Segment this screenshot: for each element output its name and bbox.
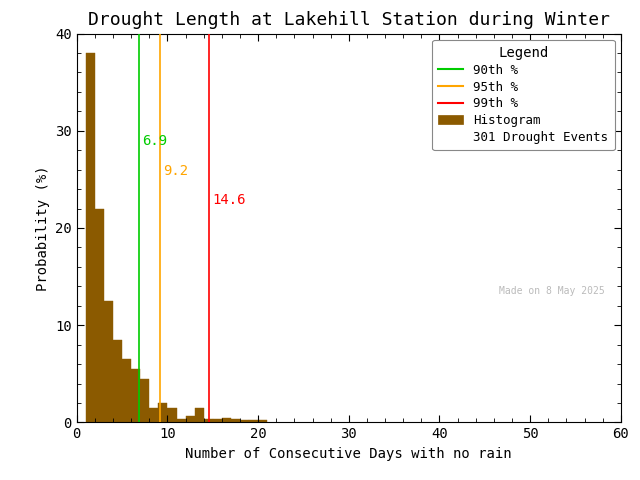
Bar xyxy=(104,301,113,422)
X-axis label: Number of Consecutive Days with no rain: Number of Consecutive Days with no rain xyxy=(186,447,512,461)
Y-axis label: Probability (%): Probability (%) xyxy=(36,165,50,291)
Bar xyxy=(149,408,158,422)
Bar xyxy=(186,416,195,422)
Bar xyxy=(195,408,204,422)
Bar xyxy=(131,369,140,422)
Bar xyxy=(204,420,212,422)
Title: Drought Length at Lakehill Station during Winter: Drought Length at Lakehill Station durin… xyxy=(88,11,610,29)
Bar xyxy=(212,420,222,422)
Legend: 90th %, 95th %, 99th %, Histogram, 301 Drought Events: 90th %, 95th %, 99th %, Histogram, 301 D… xyxy=(432,40,614,150)
Bar xyxy=(222,418,231,422)
Bar xyxy=(231,420,240,422)
Text: 6.9: 6.9 xyxy=(142,134,167,148)
Bar xyxy=(168,408,177,422)
Bar xyxy=(140,379,149,422)
Text: 9.2: 9.2 xyxy=(163,164,188,178)
Bar xyxy=(95,208,104,422)
Bar xyxy=(177,420,186,422)
Text: Made on 8 May 2025: Made on 8 May 2025 xyxy=(499,286,604,296)
Bar xyxy=(240,420,249,422)
Bar xyxy=(158,403,168,422)
Bar xyxy=(249,420,258,422)
Bar xyxy=(258,420,268,422)
Bar xyxy=(122,359,131,422)
Text: 14.6: 14.6 xyxy=(212,192,245,207)
Bar xyxy=(86,53,95,422)
Bar xyxy=(113,340,122,422)
